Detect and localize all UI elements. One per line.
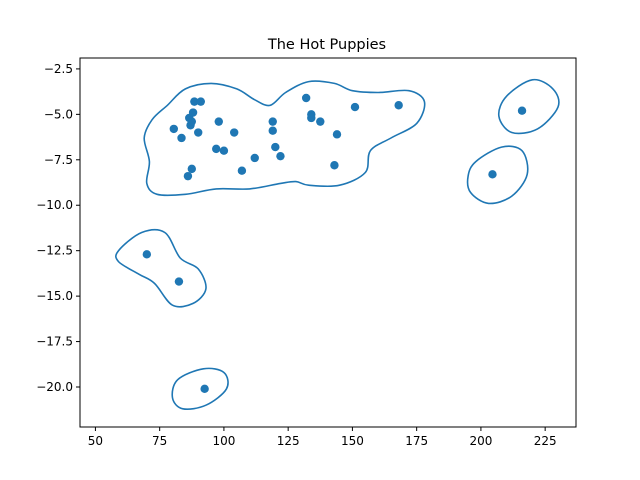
x-tick-label: 50 (88, 434, 103, 448)
data-point (212, 144, 221, 154)
y-tick-label: −7.5 (44, 153, 73, 167)
density-contour-4 (115, 229, 207, 308)
data-point (194, 128, 203, 137)
x-tick-label: 225 (534, 434, 557, 448)
density-contour-3 (466, 145, 529, 205)
chart-title: The Hot Puppies (267, 37, 386, 53)
y-tick-label: −15.0 (36, 289, 73, 303)
data-point (268, 126, 277, 135)
density-contour-1 (143, 80, 426, 197)
y-tick-label: −5.0 (44, 107, 73, 121)
data-point (183, 171, 193, 181)
data-point (229, 128, 239, 137)
data-point (271, 142, 280, 152)
contour-layer (115, 78, 560, 411)
scatter-points (142, 93, 527, 394)
data-point (316, 117, 325, 126)
data-point (187, 117, 196, 126)
data-point (174, 277, 184, 286)
y-tick-label: −17.5 (36, 335, 73, 349)
y-axis: −2.5 −5.0 −7.5 −10.0 −12.5 −15.0 −17.5 −20.0 (36, 62, 80, 394)
data-point (250, 153, 259, 163)
data-point (394, 101, 403, 110)
data-point (177, 133, 186, 143)
density-contour-2 (497, 78, 560, 135)
plot-area-frame (79, 57, 577, 428)
data-point (268, 117, 277, 126)
y-tick-label: −20.0 (36, 380, 73, 394)
x-tick-label: 125 (277, 434, 300, 448)
x-tick-label: 175 (405, 434, 428, 448)
density-contour-5 (171, 367, 229, 411)
data-point (307, 113, 316, 123)
x-tick-label: 200 (469, 434, 492, 448)
y-tick-label: −12.5 (36, 244, 73, 258)
x-tick-label: 100 (212, 434, 235, 448)
data-point (188, 108, 198, 117)
data-point (488, 170, 497, 179)
data-point (169, 124, 179, 134)
y-tick-label: −10.0 (36, 198, 73, 212)
data-point (330, 161, 339, 170)
y-tick-label: −2.5 (44, 62, 73, 76)
data-point (517, 106, 527, 115)
data-point (142, 250, 152, 259)
data-point (276, 151, 285, 161)
data-point (196, 97, 205, 106)
data-point (190, 97, 199, 106)
x-tick-label: 75 (152, 434, 167, 448)
data-point (237, 166, 247, 175)
data-point (350, 102, 360, 112)
data-point (214, 117, 223, 126)
data-point (187, 164, 196, 174)
data-point (200, 384, 209, 394)
x-axis: 50 75 100 125 150 175 200 225 (88, 427, 557, 448)
data-point (301, 93, 311, 103)
data-point (219, 146, 229, 155)
x-tick-label: 150 (341, 434, 364, 448)
data-point (332, 130, 342, 139)
